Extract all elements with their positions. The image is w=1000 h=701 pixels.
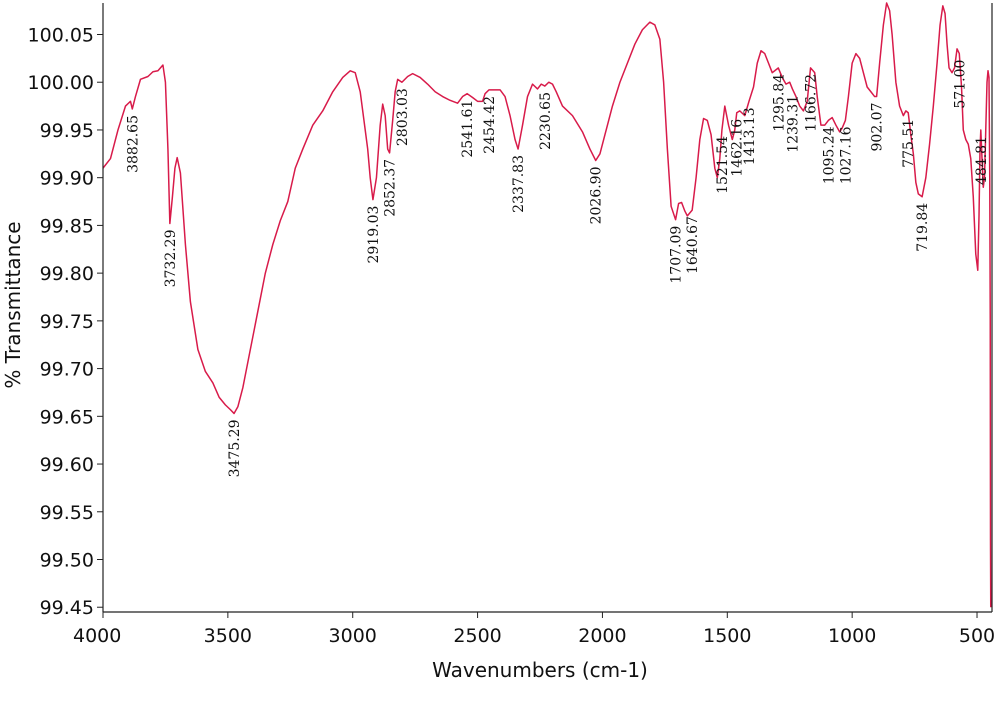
y-tick-label: 99.90 <box>40 168 94 190</box>
x-tick-label: 3000 <box>329 625 377 647</box>
x-tick-label: 2500 <box>453 625 501 647</box>
peak-label: 2852.37 <box>383 159 399 217</box>
x-tick-label: 1500 <box>703 625 751 647</box>
y-tick-label: 99.55 <box>40 502 94 524</box>
peak-label: 2803.03 <box>395 88 411 146</box>
peak-label: 3882.65 <box>125 115 141 173</box>
peak-label: 3732.29 <box>163 230 179 288</box>
peak-label: 1413.13 <box>742 107 758 165</box>
peak-label: 1707.09 <box>669 226 685 284</box>
x-tick-label: 4000 <box>73 625 121 647</box>
x-tick-label: 500 <box>959 625 995 647</box>
y-tick-label: 99.65 <box>40 406 94 428</box>
y-tick-label: 99.95 <box>40 120 94 142</box>
y-axis-label: % Transmittance <box>1 221 25 388</box>
peak-label: 1027.16 <box>838 126 854 184</box>
y-axis-ticks: 100.05 100.00 99.95 99.90 99.85 99.80 99.75 99.… <box>28 25 103 619</box>
peak-label: 1521.54 <box>715 136 731 194</box>
peak-label: 571.00 <box>952 60 968 109</box>
peak-label: 1462.16 <box>730 119 746 177</box>
x-tick-label: 1000 <box>828 625 876 647</box>
y-tick-label: 100.00 <box>28 72 94 94</box>
y-tick-label: 99.75 <box>40 311 94 333</box>
peak-label: 2454.42 <box>482 96 498 154</box>
peak-label: 775.51 <box>901 119 917 168</box>
y-tick-label: 99.60 <box>40 454 94 476</box>
peak-label: 3475.29 <box>227 420 243 478</box>
peak-label: 1295.84 <box>771 74 787 132</box>
x-axis-label: Wavenumbers (cm-1) <box>432 658 648 682</box>
peak-label: 2026.90 <box>589 167 605 225</box>
peak-label: 1640.67 <box>685 216 701 274</box>
peak-label: 1095.24 <box>821 126 837 184</box>
peak-label: 484.81 <box>974 136 990 185</box>
x-tick-label: 2000 <box>578 625 626 647</box>
peak-label: 1166.72 <box>804 74 820 132</box>
y-tick-label: 100.05 <box>28 25 94 47</box>
x-tick-label: 3500 <box>204 625 252 647</box>
y-tick-label: 99.70 <box>40 359 94 381</box>
y-tick-label: 99.80 <box>40 263 94 285</box>
peak-label: 1239.31 <box>785 95 801 153</box>
peak-label: 902.07 <box>870 103 886 152</box>
spectrum-line <box>102 2 992 608</box>
x-axis-ticks: 4000 3500 3000 2500 2000 1500 1000 500 <box>73 612 995 647</box>
peak-label: 2337.83 <box>511 155 527 213</box>
y-tick-label: 99.45 <box>40 597 94 619</box>
peak-label: 2541.61 <box>460 100 476 158</box>
peak-label: 2919.03 <box>366 206 382 264</box>
peak-label: 2230.65 <box>538 92 554 150</box>
y-tick-label: 99.50 <box>40 550 94 572</box>
peak-label: 719.84 <box>915 203 931 252</box>
y-tick-label: 99.85 <box>40 215 94 237</box>
